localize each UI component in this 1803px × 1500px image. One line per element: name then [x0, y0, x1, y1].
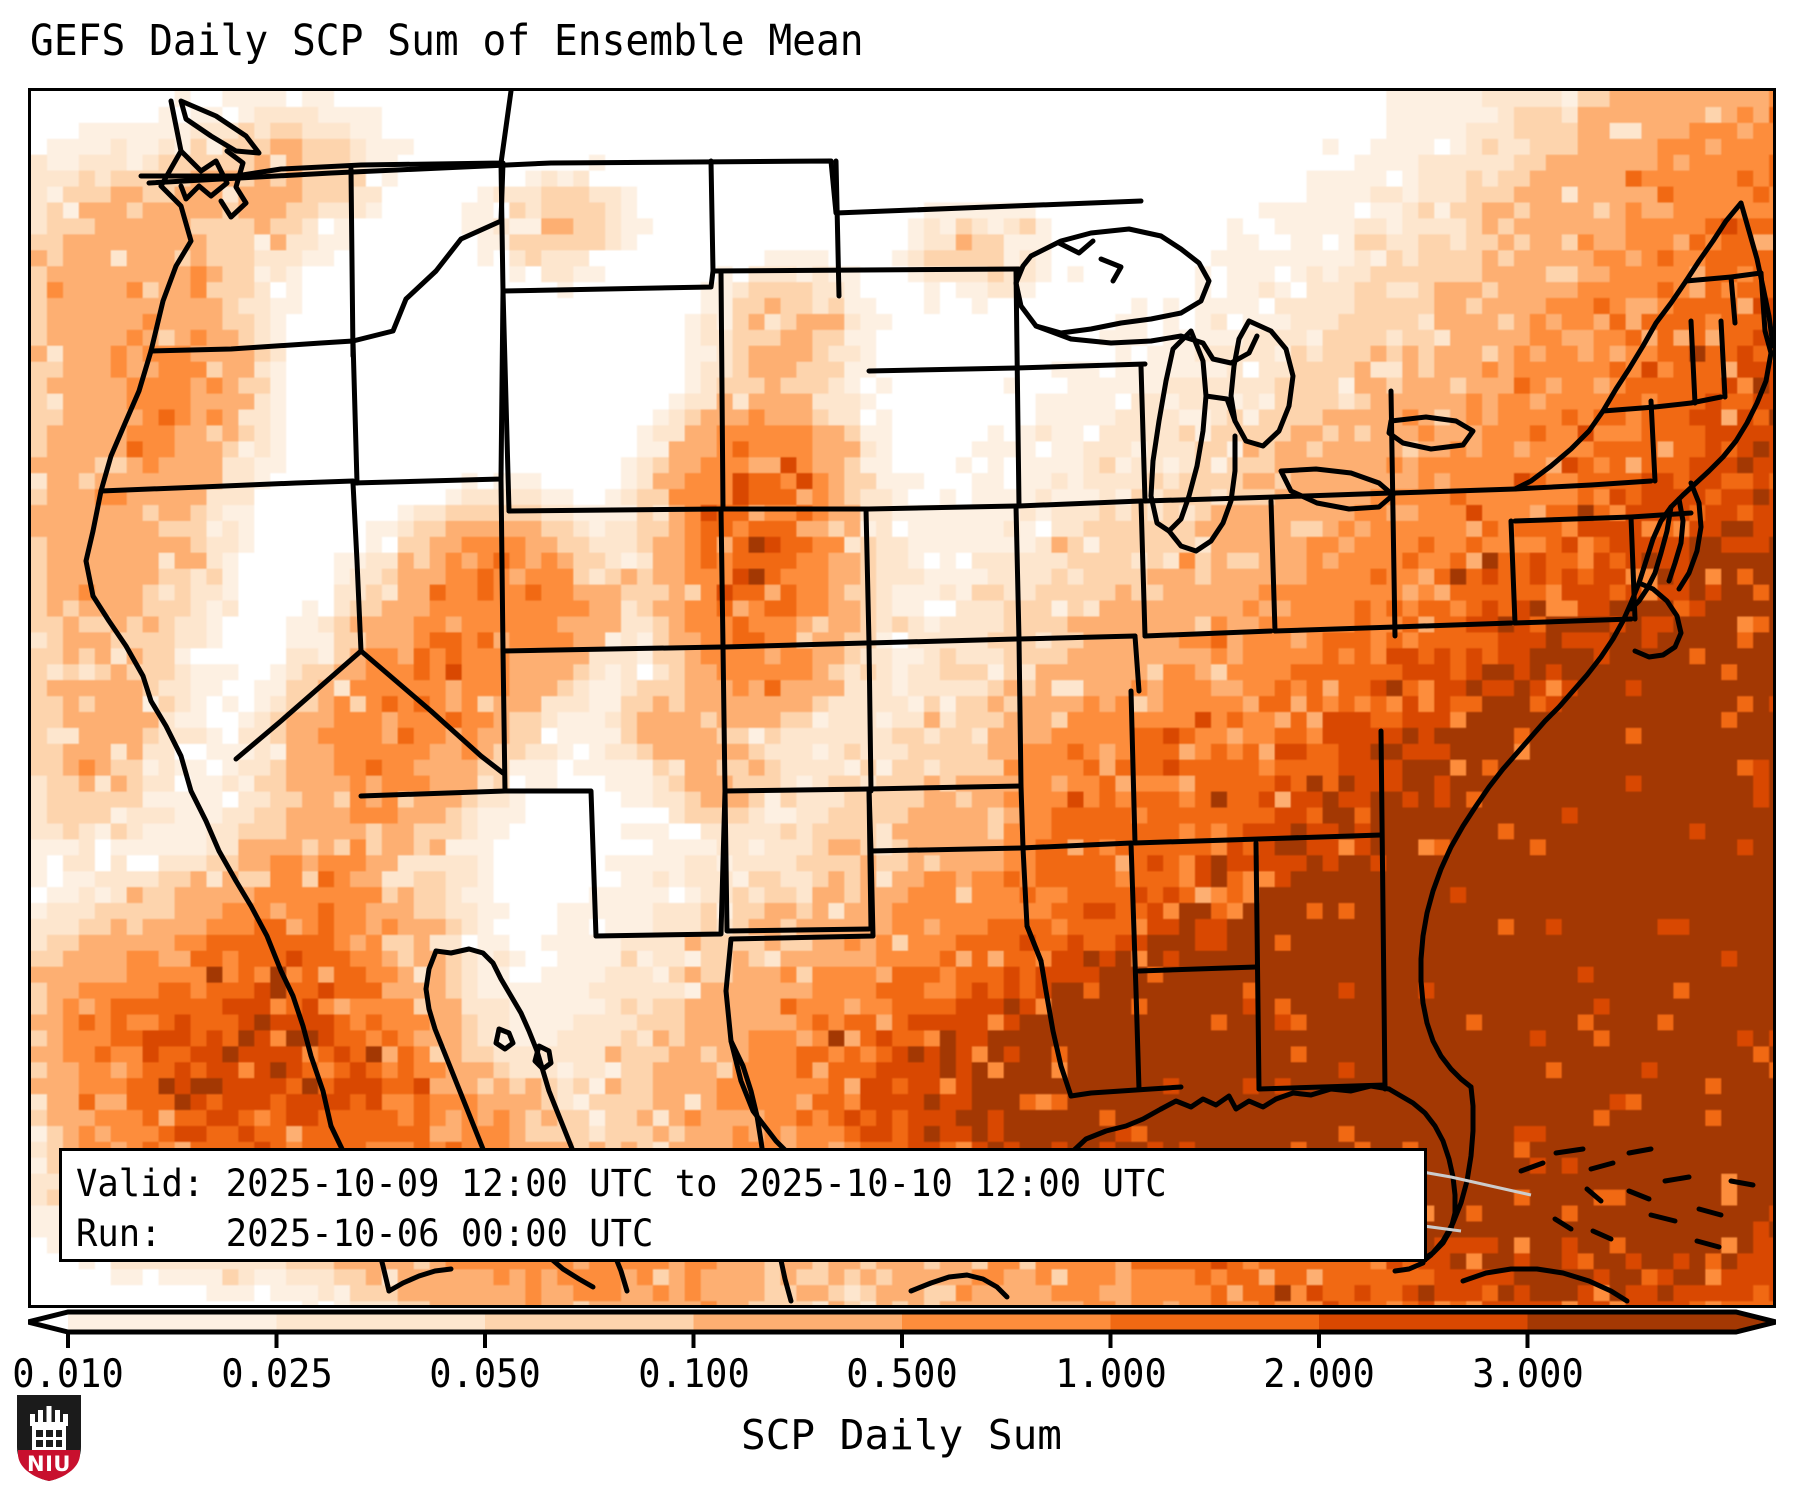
colorbar-segment [902, 1312, 1112, 1332]
colorbar-tick-label: 1.000 [1054, 1352, 1167, 1397]
colorbar-axis-label: SCP Daily Sum [741, 1411, 1062, 1459]
info-box: Valid: 2025-10-09 12:00 UTC to 2025-10-1… [59, 1148, 1427, 1262]
colorbar-tick-label: 0.010 [12, 1352, 124, 1397]
colorbar-tick-labels: 0.010 0.025 0.050 0.100 0.500 1.000 2.000 3.000 [0, 1352, 1803, 1408]
colorbar-segment [1319, 1312, 1529, 1332]
colorbar-segment [276, 1312, 486, 1332]
colorbar-tick-label: 0.050 [429, 1352, 541, 1397]
colorbar-tick-label: 2.000 [1263, 1352, 1375, 1397]
scp-heatmap-field [31, 91, 1773, 1305]
colorbar-tick-label: 3.000 [1471, 1352, 1584, 1397]
colorbar [28, 1300, 1776, 1356]
colorbar-svg [28, 1309, 1776, 1348]
valid-time-text: Valid: 2025-10-09 12:00 UTC to 2025-10-1… [76, 1162, 1167, 1205]
colorbar-tick-label: 0.500 [846, 1352, 958, 1397]
run-time-text: Run: 2025-10-06 00:00 UTC [76, 1212, 654, 1255]
colorbar-tick-label: 0.025 [220, 1352, 333, 1397]
map-inner [31, 91, 1773, 1305]
niu-logo-svg: NIU [17, 1395, 81, 1481]
logo-red-band [18, 1450, 80, 1481]
niu-logo: NIU [14, 1392, 84, 1484]
colorbar-segment [68, 1312, 278, 1332]
logo-text: NIU [27, 1452, 71, 1476]
colorbar-segment [485, 1312, 695, 1332]
colorbar-segment [1110, 1312, 1320, 1332]
colorbar-tick-label: 0.100 [637, 1352, 750, 1397]
colorbar-segment [1527, 1312, 1737, 1332]
map-panel: Valid: 2025-10-09 12:00 UTC to 2025-10-1… [28, 88, 1776, 1308]
colorbar-outline [28, 1309, 1776, 1335]
logo-castle-windows [36, 1430, 62, 1447]
page-title: GEFS Daily SCP Sum of Ensemble Mean [30, 16, 864, 66]
colorbar-segment [693, 1312, 903, 1332]
